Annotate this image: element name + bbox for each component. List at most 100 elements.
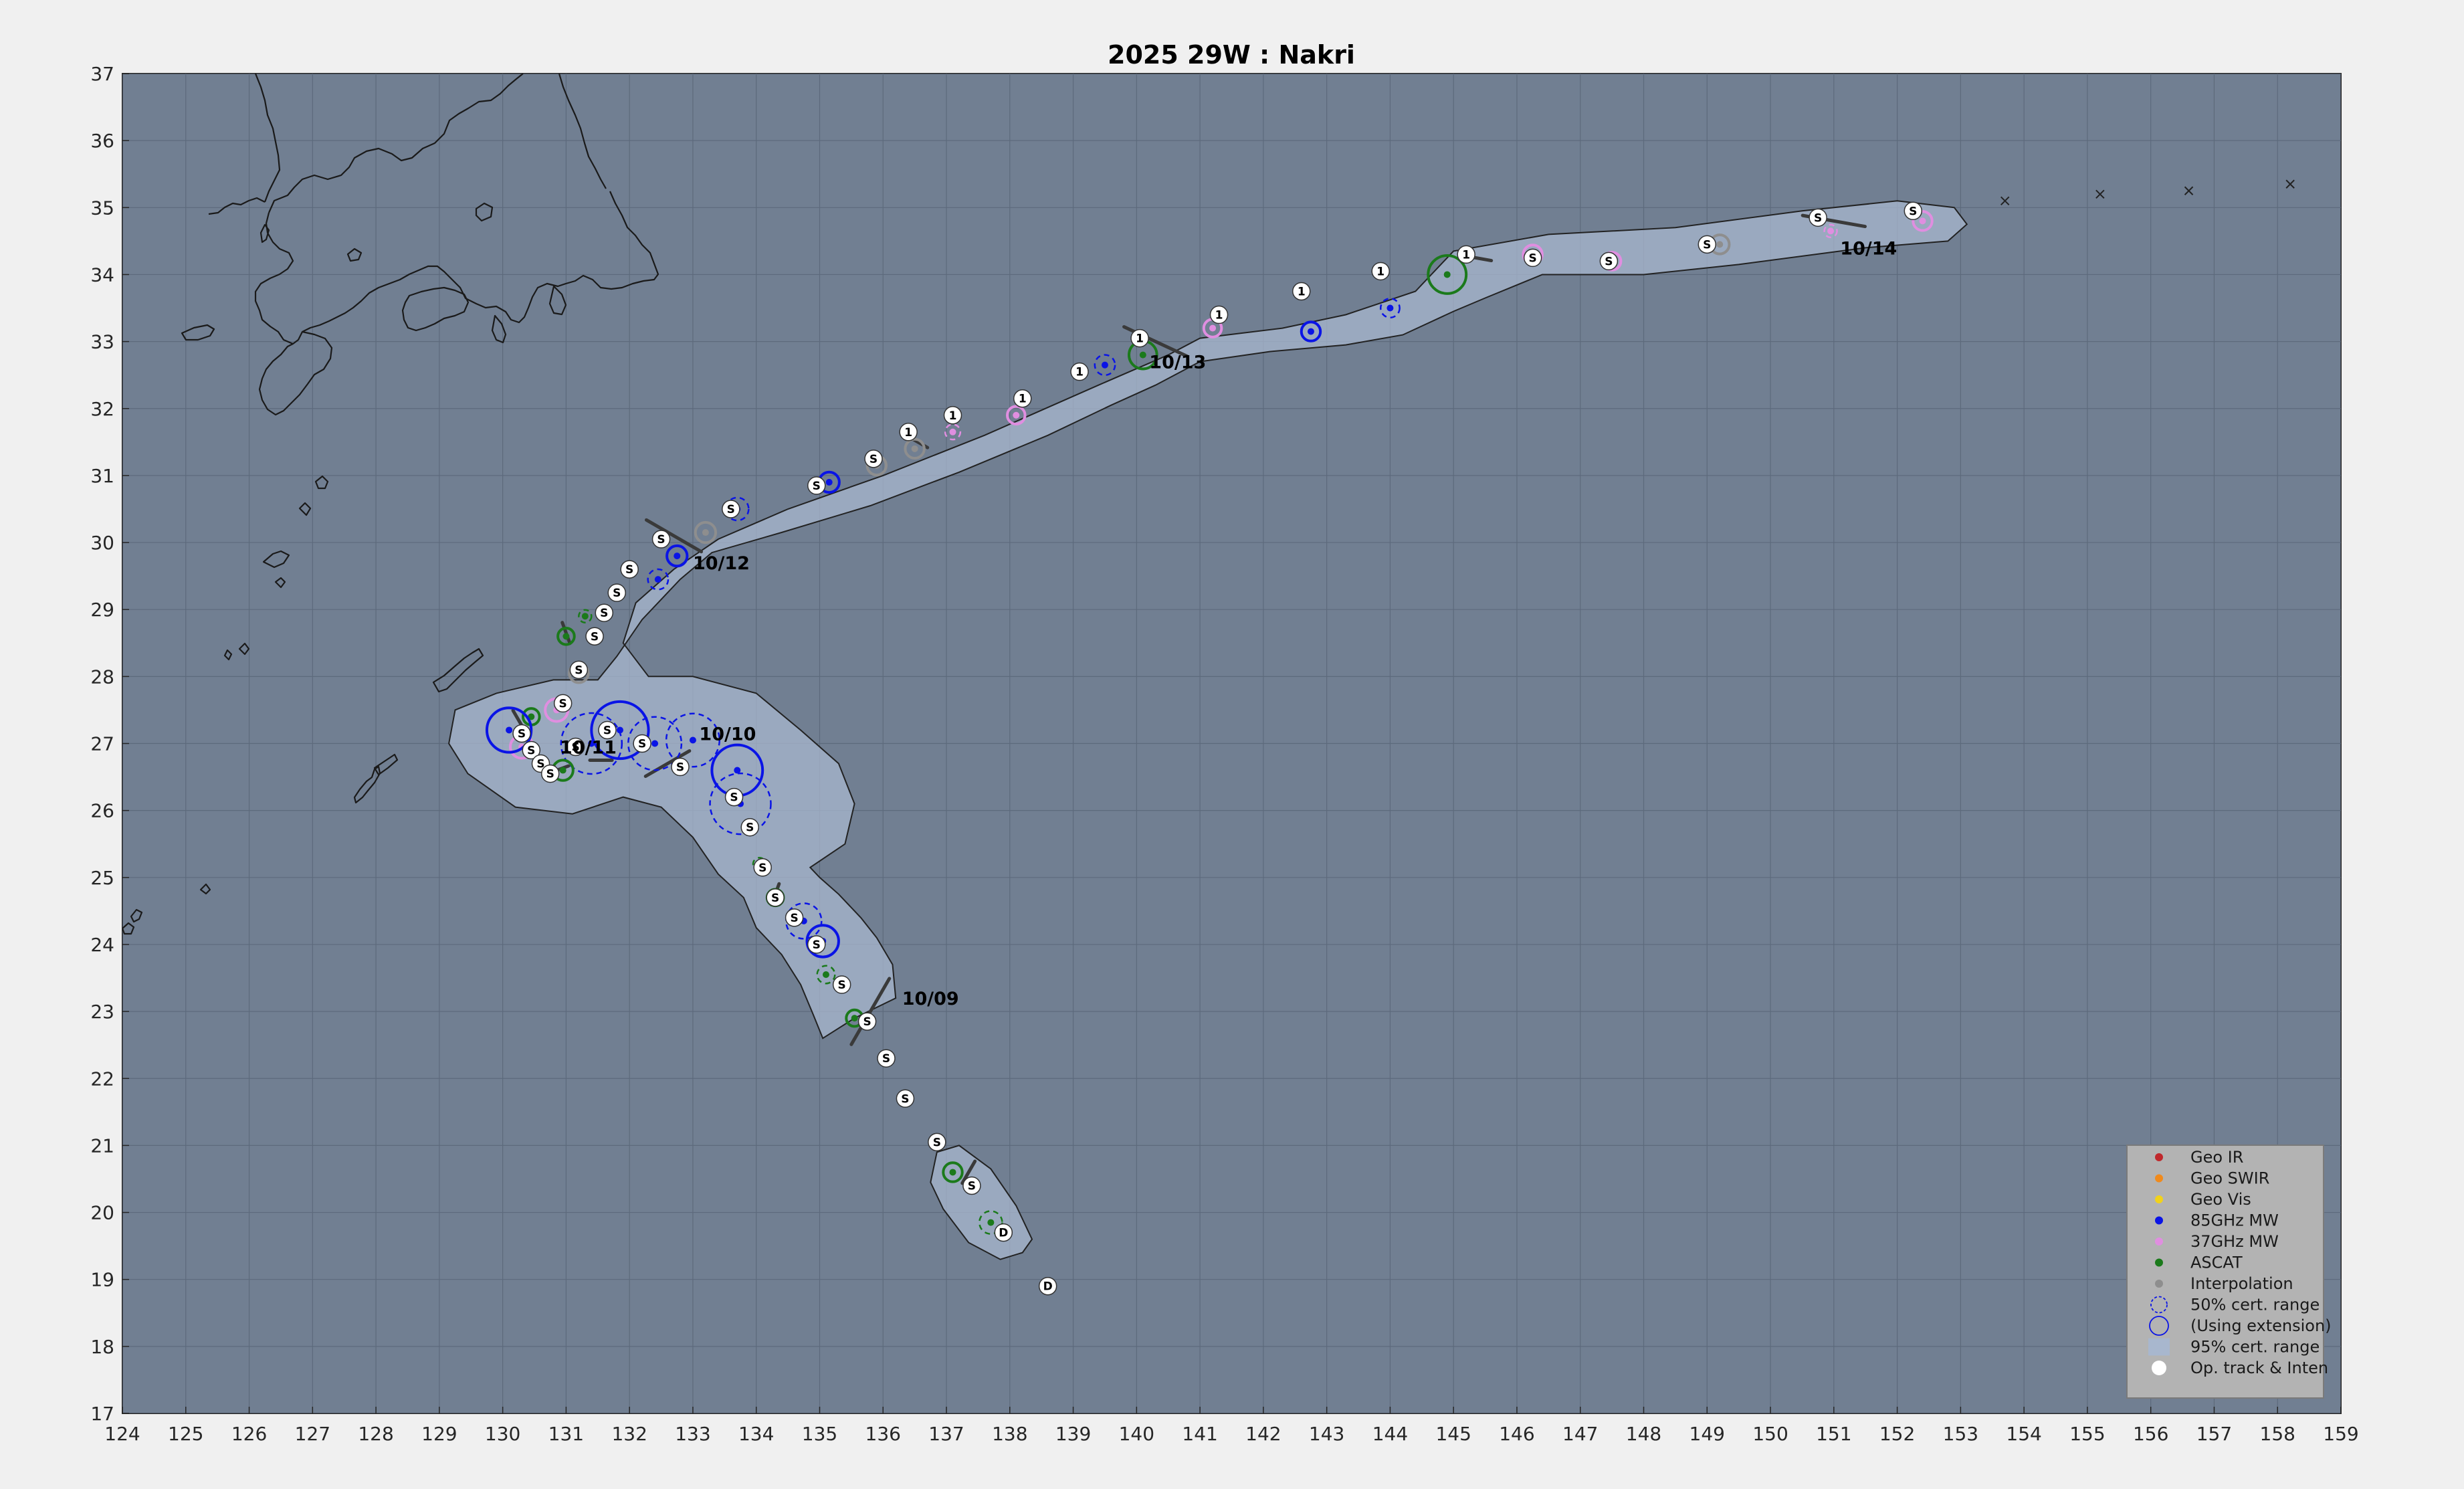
x-tick-label: 158 — [2260, 1423, 2295, 1445]
track-point — [1070, 362, 1089, 381]
wind-radius-bar — [960, 1159, 977, 1185]
track-point — [671, 757, 690, 777]
intensity-label: S — [813, 938, 821, 952]
intensity-label: S — [1605, 255, 1613, 268]
ascat-fix-circle — [1427, 254, 1468, 295]
track-point — [569, 660, 589, 680]
mw85-fix-dot — [825, 478, 833, 486]
ascat-fix-circle — [942, 1161, 964, 1183]
intensity-label: S — [901, 1092, 909, 1106]
mw85-fix-circle — [560, 712, 623, 775]
track-point — [1698, 235, 1717, 254]
legend-label: 85GHz MW — [2190, 1211, 2279, 1230]
ascat-fix-dot — [1139, 351, 1146, 359]
ascat-fix-dot — [949, 1169, 956, 1176]
ascat-fix-circle — [556, 626, 576, 646]
intensity-label: S — [1814, 211, 1822, 225]
coastline-korea-south — [208, 197, 266, 215]
track-point — [753, 858, 772, 877]
y-tick-label: 33 — [90, 331, 114, 353]
legend-marker-dot — [2155, 1174, 2163, 1183]
mw85-fix-circle — [647, 568, 670, 591]
x-tick-label: 142 — [1245, 1423, 1281, 1445]
track-point — [864, 450, 883, 468]
intensity-label: D — [1043, 1280, 1053, 1294]
mw85-fix-circle — [1379, 298, 1401, 318]
x-tick-label: 144 — [1372, 1423, 1408, 1445]
legend-box — [2126, 1145, 2324, 1399]
legend-items: Geo IR Geo SWIR Geo Vis 85GHz MW 37GHz MW ASC… — [2148, 1148, 2332, 1377]
track-point — [512, 724, 531, 743]
intensity-label: S — [571, 741, 579, 755]
x-tick-label: 128 — [358, 1423, 393, 1445]
track-point — [1013, 389, 1032, 408]
intensity-label: 1 — [1462, 248, 1470, 262]
x-tick-label: 125 — [168, 1423, 203, 1445]
y-tick-label: 22 — [90, 1068, 114, 1090]
wind-radius-bar — [643, 749, 692, 778]
track-point — [899, 423, 918, 441]
legend-label: ASCAT — [2190, 1254, 2243, 1272]
interp-fix-circle — [694, 520, 718, 544]
track-point — [1904, 201, 1923, 221]
x-tick-label: 141 — [1182, 1423, 1217, 1445]
chart-title: 2025 29W : Nakri — [1108, 40, 1355, 70]
legend-label: (Using extension) — [2190, 1316, 2332, 1335]
coastline-yonaguni — [130, 908, 143, 923]
mw85-fix-circle — [724, 496, 750, 522]
x-tick-label: 159 — [2323, 1423, 2358, 1445]
intensity-label: S — [869, 453, 878, 466]
intensity-label: 1 — [904, 426, 912, 439]
date-label: 10/13 — [1149, 353, 1206, 373]
intensity-label: S — [575, 664, 583, 677]
y-tick-label: 36 — [90, 130, 114, 152]
coastline-korea-east — [254, 74, 281, 203]
coastline-okinawa — [432, 648, 484, 693]
future-position-mark — [2000, 196, 2010, 205]
x-tick-label: 138 — [992, 1423, 1027, 1445]
mw85-fix-dot — [651, 740, 659, 747]
coastline — [122, 74, 659, 935]
x-tick-label: 146 — [1499, 1423, 1534, 1445]
coastline-izu-peninsula — [491, 314, 507, 344]
x-tick-label: 155 — [2069, 1423, 2105, 1445]
intensity-label: S — [591, 630, 599, 643]
x-tick-label: 132 — [611, 1423, 647, 1445]
x-tick-label: 129 — [421, 1423, 457, 1445]
intensity-label: S — [638, 738, 646, 751]
mw85-fix-circle — [709, 772, 772, 835]
y-tick-label: 31 — [90, 465, 114, 487]
track-point — [540, 764, 560, 783]
future-track-marks — [2000, 179, 2295, 205]
mw85-fix-dot — [734, 767, 741, 774]
intensity-label: S — [838, 979, 846, 992]
legend: Geo IR Geo SWIR Geo Vis 85GHz MW 37GHz MW ASC… — [2126, 1145, 2332, 1399]
mw37-fix-dot — [1209, 324, 1217, 332]
track-point — [740, 817, 759, 837]
track-point — [598, 720, 617, 740]
intensity-label: S — [527, 744, 535, 758]
x-tick-label: 152 — [1879, 1423, 1915, 1445]
future-position-mark — [2285, 179, 2295, 189]
date-label: 10/14 — [1840, 238, 1897, 259]
coastline-kyushu-shikoku-chugoku — [254, 191, 659, 345]
x-tick-label: 130 — [485, 1423, 520, 1445]
mw85-fix-dot — [616, 726, 623, 734]
intensity-label: 1 — [1298, 285, 1306, 298]
mw85-fix-circle — [665, 712, 720, 768]
intensity-label: S — [771, 892, 779, 905]
track-point — [785, 908, 804, 927]
y-tick-label: 21 — [90, 1134, 114, 1157]
mw85-fix-dot — [1101, 361, 1108, 369]
coastline-ryukyu-3 — [274, 577, 286, 589]
coastline-ishigaki — [199, 883, 211, 895]
x-tick-label: 139 — [1055, 1423, 1091, 1445]
coastline-sado — [475, 202, 494, 222]
legend-label: Op. track & Inten — [2190, 1359, 2328, 1377]
x-tick-label: 127 — [295, 1423, 330, 1445]
legend-label: 37GHz MW — [2190, 1232, 2279, 1251]
x-tick-label: 143 — [1309, 1423, 1344, 1445]
coastline-miyako — [353, 765, 381, 804]
mw85-fix-circle — [627, 716, 683, 771]
y-tick-label: 26 — [90, 800, 114, 822]
